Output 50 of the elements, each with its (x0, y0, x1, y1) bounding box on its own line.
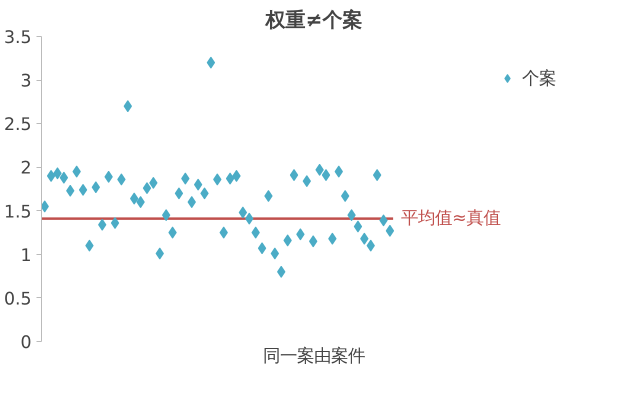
point (328, 232, 337, 245)
y-tick-label: 0.5 (4, 289, 32, 310)
point (354, 220, 362, 232)
point (315, 164, 324, 176)
y-tick-label: 1.5 (4, 202, 32, 222)
point (258, 242, 266, 254)
point (379, 214, 388, 226)
x-axis-title: 同一案由案件 (263, 346, 365, 366)
point (283, 234, 292, 246)
point (290, 169, 298, 182)
y-tick-label: 0 (20, 333, 32, 353)
point (347, 209, 356, 222)
point (142, 182, 152, 194)
point (92, 181, 100, 194)
ref-line-label: 平均值≈真值 (401, 208, 501, 229)
y-tick-label: 1 (20, 246, 32, 266)
y-tick-label: 2.5 (4, 115, 32, 136)
point (296, 228, 305, 240)
y-tick-label: 2 (20, 158, 32, 179)
point (360, 232, 369, 245)
point (238, 206, 248, 219)
point (168, 226, 177, 239)
point (72, 166, 81, 178)
point (270, 247, 280, 260)
point (386, 224, 394, 237)
point (322, 169, 330, 182)
point (232, 170, 241, 182)
legend-label: 个案 (522, 68, 556, 90)
point (136, 196, 145, 208)
point (372, 169, 382, 182)
point (117, 173, 126, 186)
point (200, 187, 209, 200)
point (149, 176, 158, 189)
point (264, 190, 273, 202)
y-tick-label: 3.5 (4, 28, 32, 48)
point (60, 172, 68, 184)
point (206, 56, 216, 69)
point (104, 170, 113, 183)
point (110, 216, 120, 229)
point (226, 172, 234, 185)
point (174, 187, 184, 200)
point (85, 240, 94, 252)
point (53, 167, 62, 180)
y-tick-label: 3 (20, 72, 32, 92)
point (194, 178, 202, 191)
point (181, 172, 190, 185)
chart-title: 权重≠个案 (264, 8, 362, 32)
point (78, 184, 88, 196)
point (46, 170, 56, 182)
point (162, 209, 170, 222)
